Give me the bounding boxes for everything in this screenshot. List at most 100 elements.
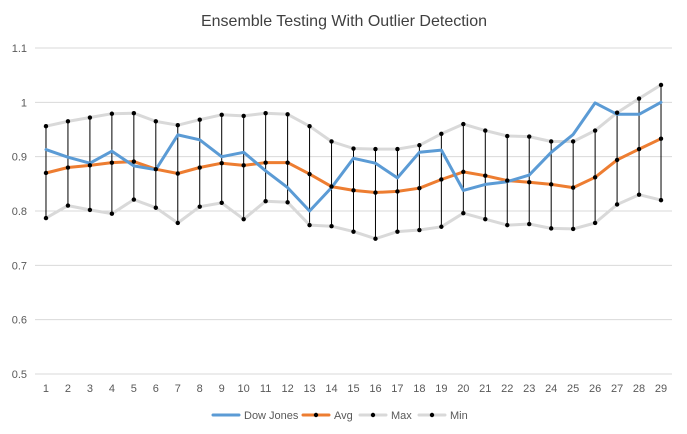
point-max	[614, 110, 620, 115]
y-tick-label: 0.7	[12, 260, 27, 272]
legend-label-min: Min	[450, 410, 468, 422]
legend-marker-min	[429, 412, 435, 418]
x-axis-ticks: 1 2 3 4 5 6 7 8 9 10 11 12 13 14 15 16 17 18 19 20 21 22 23 24 2…	[43, 383, 667, 395]
point-min	[373, 236, 378, 241]
y-tick-label: 1.1	[12, 43, 27, 55]
point-max	[219, 112, 224, 118]
x-tick-label: 6	[153, 383, 159, 395]
point-max	[263, 111, 268, 116]
x-tick-label: 3	[87, 383, 93, 395]
point-avg	[592, 175, 598, 180]
point-min	[570, 226, 576, 232]
x-tick-label: 19	[435, 383, 447, 395]
point-avg	[263, 160, 268, 165]
point-min	[263, 199, 268, 204]
point-min	[285, 200, 290, 205]
x-tick-label: 23	[523, 383, 535, 395]
point-max	[197, 117, 202, 122]
point-max	[548, 139, 554, 144]
point-min	[461, 210, 466, 216]
x-tick-label: 22	[501, 383, 513, 395]
point-max	[439, 131, 444, 137]
point-avg	[43, 170, 49, 176]
point-min	[87, 207, 93, 213]
point-avg	[175, 171, 180, 176]
point-max	[87, 115, 93, 120]
x-tick-label: 7	[175, 383, 181, 395]
x-tick-label: 28	[633, 383, 645, 395]
point-avg	[527, 180, 532, 185]
point-min	[351, 229, 356, 234]
point-max	[329, 139, 334, 144]
point-max	[373, 146, 378, 152]
point-avg	[197, 165, 202, 170]
point-max	[505, 133, 510, 139]
point-min	[65, 203, 71, 208]
y-tick-label: 0.8	[12, 206, 27, 218]
point-min	[131, 197, 137, 202]
point-avg	[329, 184, 334, 189]
point-min	[153, 205, 159, 210]
point-avg	[351, 188, 356, 193]
point-min	[592, 220, 598, 226]
y-tick-label: 1	[21, 97, 27, 109]
point-avg	[548, 182, 554, 187]
legend-label-dow-jones: Dow Jones	[244, 410, 299, 422]
point-max	[417, 143, 422, 148]
point-avg	[658, 136, 664, 141]
point-avg	[636, 146, 642, 152]
point-avg	[65, 165, 71, 170]
x-tick-label: 21	[479, 383, 491, 395]
point-max	[175, 122, 180, 128]
y-tick-label: 0.6	[12, 315, 27, 327]
legend: Dow Jones Avg Max Min	[211, 410, 468, 422]
point-max	[109, 111, 115, 116]
x-tick-label: 2	[65, 383, 71, 395]
y-tick-label: 0.5	[12, 369, 27, 381]
point-max	[527, 134, 532, 139]
point-avg	[307, 171, 312, 177]
x-tick-label: 29	[655, 383, 667, 395]
point-max	[636, 96, 642, 101]
point-min	[417, 227, 422, 233]
x-tick-label: 18	[413, 383, 425, 395]
point-max	[307, 124, 312, 129]
y-axis-ticks: 0.5 0.6 0.7 0.8 0.9 1 1.1	[12, 43, 27, 381]
point-max	[395, 146, 400, 152]
point-avg	[461, 169, 466, 175]
x-tick-label: 16	[369, 383, 381, 395]
point-avg	[505, 178, 510, 183]
x-tick-label: 15	[347, 383, 359, 395]
legend-label-max: Max	[391, 410, 412, 422]
series-line-dow-jones	[44, 100, 663, 213]
point-avg	[570, 185, 576, 190]
x-tick-label: 10	[238, 383, 250, 395]
point-avg	[373, 190, 378, 195]
x-tick-label: 26	[589, 383, 601, 395]
point-min	[483, 216, 488, 222]
point-avg	[614, 157, 620, 163]
y-tick-label: 0.9	[12, 152, 27, 164]
point-max	[461, 121, 466, 127]
point-max	[483, 128, 488, 133]
point-max	[351, 146, 356, 151]
x-tick-label: 17	[391, 383, 403, 395]
x-tick-label: 24	[545, 383, 557, 395]
point-avg	[241, 163, 246, 168]
point-min	[548, 226, 554, 231]
point-avg	[285, 160, 290, 165]
point-min	[527, 221, 532, 227]
point-max	[241, 113, 246, 119]
point-avg	[109, 160, 115, 165]
x-tick-label: 5	[131, 383, 137, 395]
point-min	[241, 216, 246, 222]
point-min	[658, 197, 664, 203]
point-avg	[483, 173, 488, 178]
point-max	[285, 112, 290, 117]
point-avg	[87, 163, 93, 168]
point-avg	[417, 185, 422, 191]
x-tick-label: 9	[219, 383, 225, 395]
point-min	[197, 204, 202, 209]
series-markers	[43, 82, 664, 241]
point-min	[175, 220, 180, 226]
